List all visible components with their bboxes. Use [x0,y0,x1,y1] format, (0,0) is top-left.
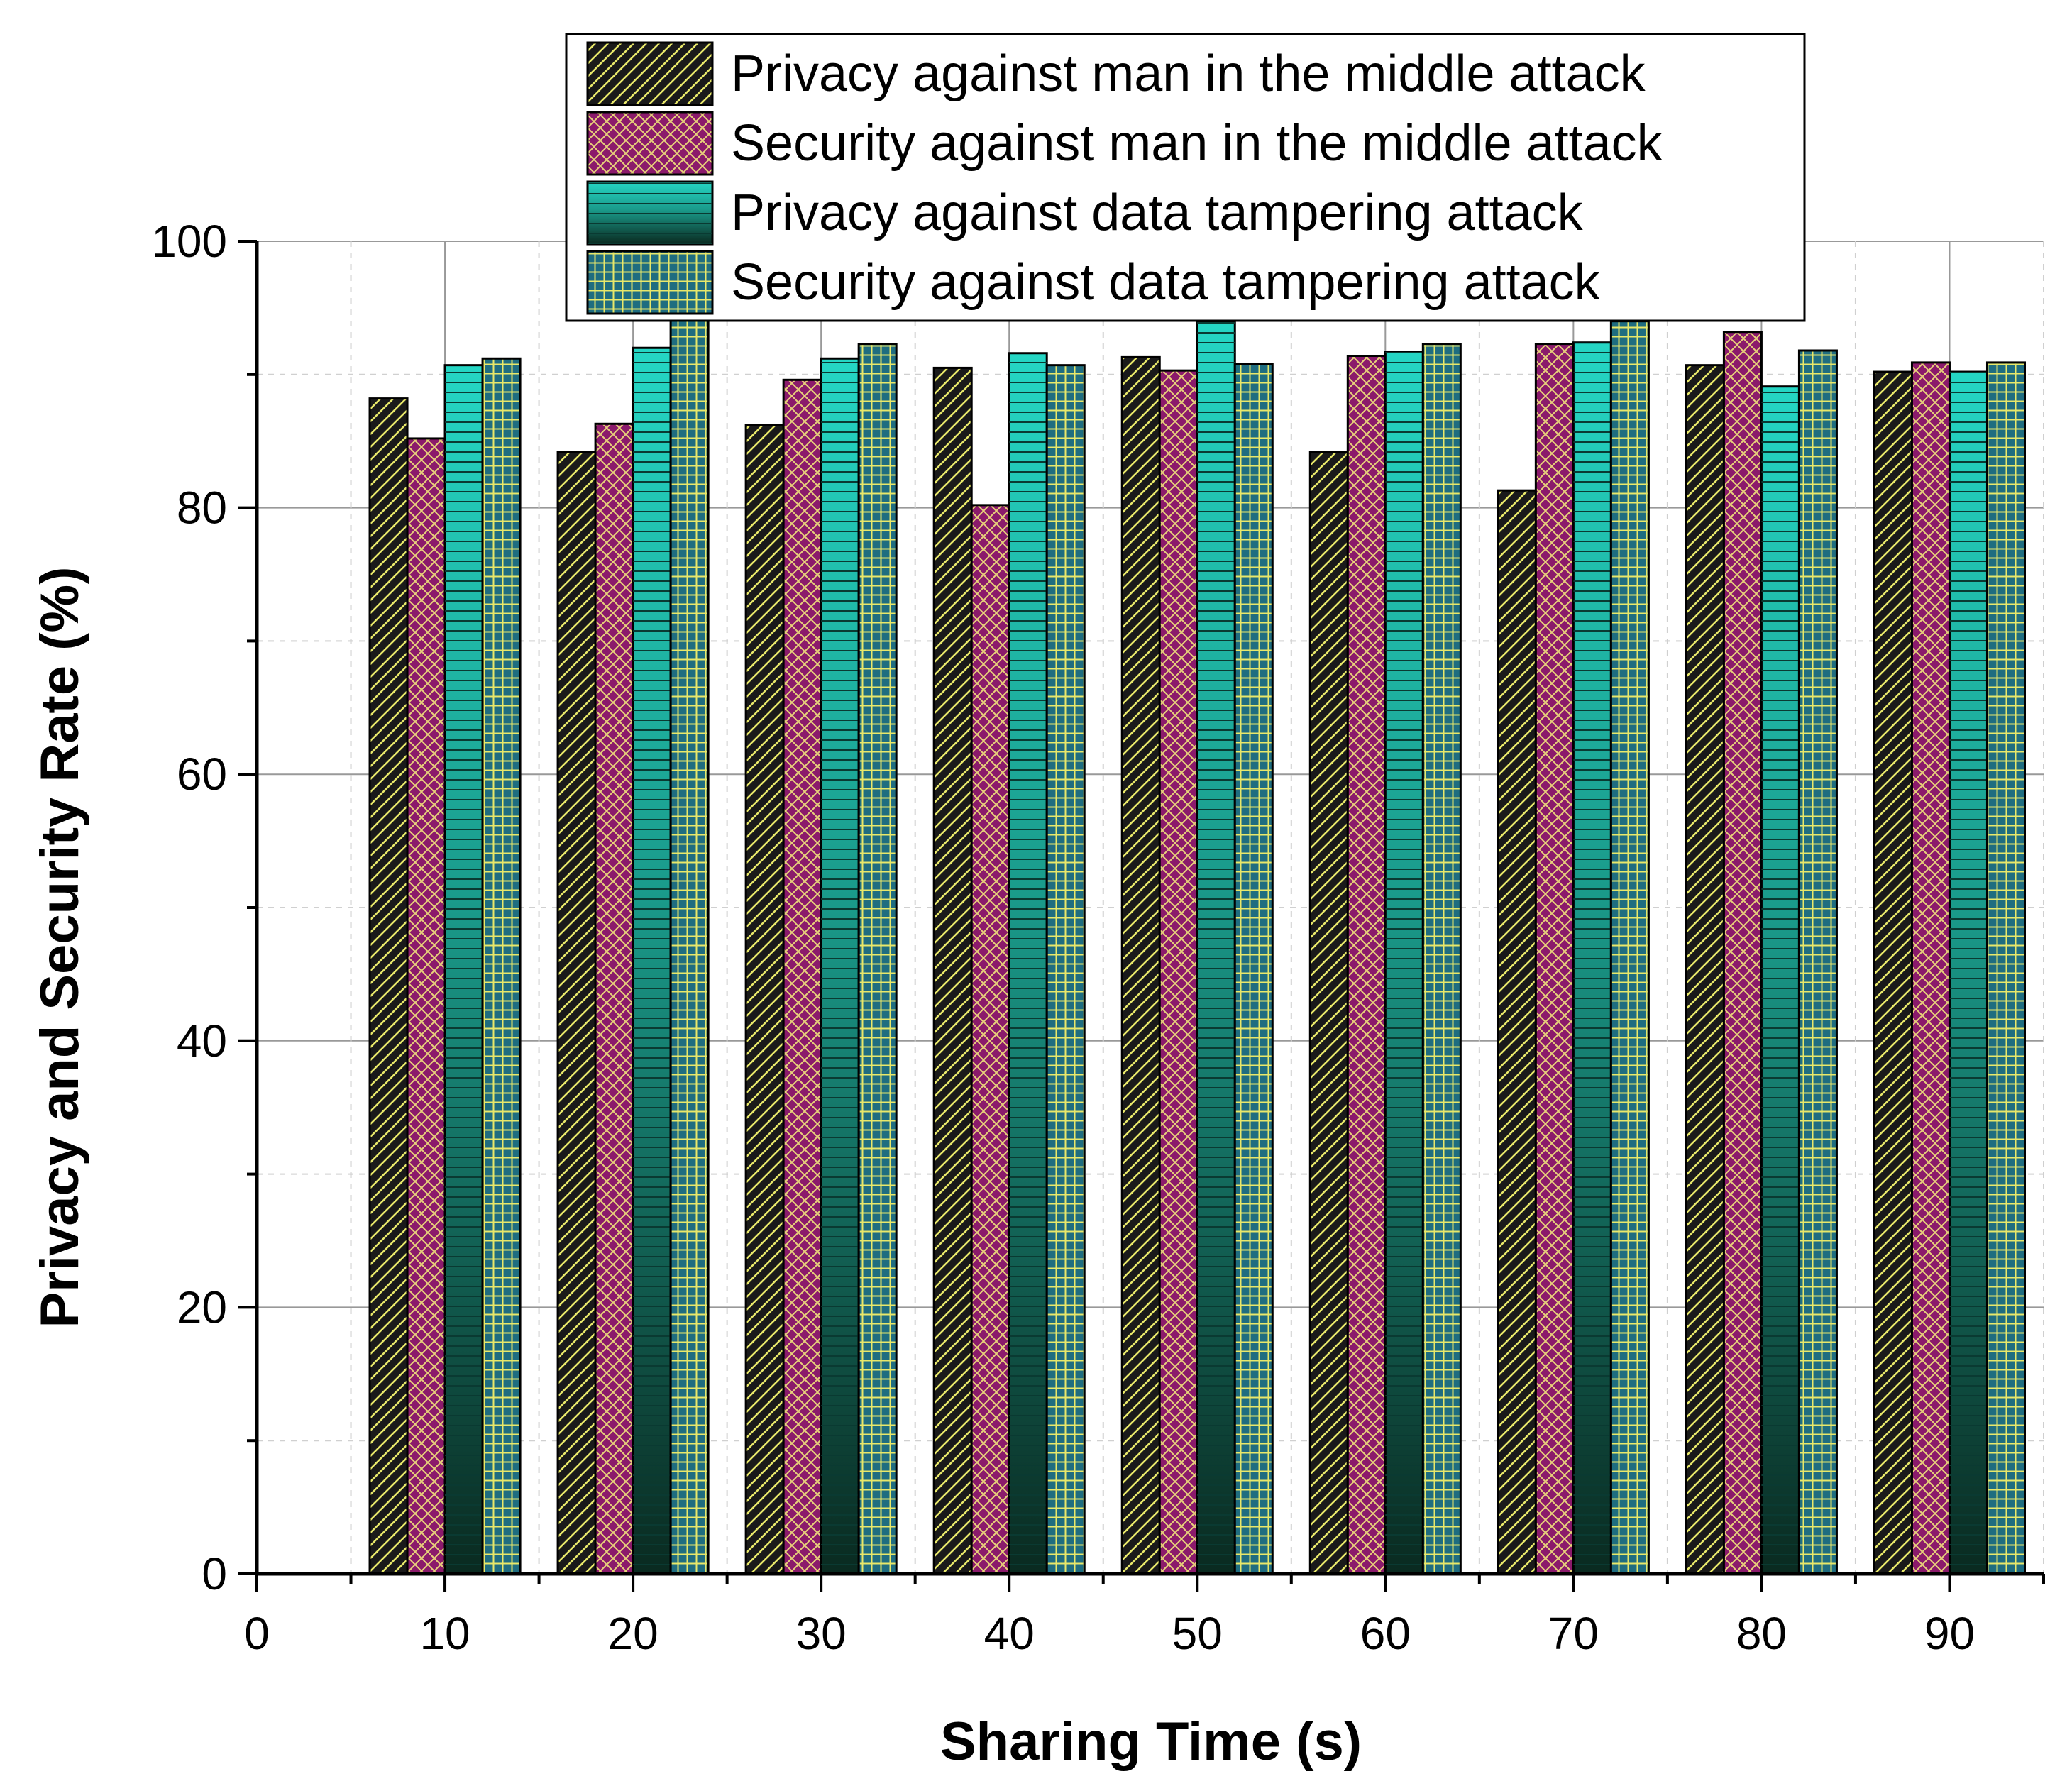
bar-series-4-x-80 [1797,349,1838,1575]
x-tick-label: 40 [984,1608,1035,1659]
bar-series-1-x-90 [1873,370,1913,1575]
bar-series-2-x-30 [782,378,822,1575]
bar-series-2-x-40 [970,504,1010,1575]
y-axis-ticks: 0 20 40 60 80 100 [151,216,257,1599]
x-axis-ticks: 0 10 20 30 40 50 60 70 80 90 [244,1574,2045,1659]
y-axis-title: Privacy and Security Rate (%) [30,567,90,1328]
y-tick-label: 60 [177,749,227,800]
x-tick-label: 80 [1736,1608,1787,1659]
bar-overlay-series-3-x-20 [633,348,671,1574]
legend-swatch-overlay-3 [588,182,712,244]
legend-label-2: Security against man in the middle attac… [731,115,1663,172]
bars-group [368,317,2026,1575]
bar-series-1-x-80 [1685,364,1725,1575]
bar-series-4-x-30 [857,343,898,1575]
legend-swatch-4 [586,250,714,315]
legend: Privacy against man in the middle attack… [565,33,1806,322]
bar-series-2-x-60 [1346,355,1387,1575]
y-tick-label: 40 [177,1015,227,1066]
bar-series-1-x-60 [1308,451,1349,1575]
legend-label-4: Security against data tampering attack [731,254,1601,311]
legend-box [565,33,1806,322]
bar-series-4-x-20 [669,317,710,1575]
x-tick-label: 50 [1172,1608,1223,1659]
bar-overlay-series-3-x-50 [1197,321,1235,1575]
bar-series-2-x-80 [1722,331,1763,1575]
bar-overlay-series-3-x-80 [1761,386,1800,1574]
x-tick-label: 0 [244,1608,270,1659]
y-tick-label: 80 [177,483,227,534]
bar-series-2-x-90 [1910,361,1951,1575]
bar-series-1-x-70 [1497,489,1537,1575]
bar-series-1-x-10 [368,397,409,1575]
bar-overlay-series-3-x-70 [1573,342,1611,1574]
bar-series-1-x-50 [1120,355,1161,1575]
bar-overlay-series-3-x-30 [821,358,859,1574]
bar-overlay-series-3-x-60 [1385,351,1423,1574]
x-tick-label: 10 [419,1608,470,1659]
bar-series-1-x-30 [744,424,785,1575]
x-tick-label: 90 [1924,1608,1975,1659]
bar-series-4-x-90 [1985,361,2026,1575]
legend-label-1: Privacy against man in the middle attack [731,45,1646,102]
bar-series-4-x-10 [481,357,522,1575]
bar-series-2-x-70 [1534,343,1575,1575]
x-tick-label: 30 [796,1608,847,1659]
x-tick-label: 60 [1360,1608,1411,1659]
bar-overlay-series-3-x-90 [1949,372,1988,1575]
bar-series-2-x-50 [1158,369,1198,1575]
y-tick-label: 20 [177,1281,227,1333]
legend-swatch-1 [586,41,714,106]
bar-overlay-series-3-x-10 [445,365,483,1574]
y-tick-label: 100 [151,216,227,267]
bar-series-1-x-40 [932,366,973,1575]
x-axis-title: Sharing Time (s) [940,1711,1362,1772]
bar-series-4-x-70 [1609,320,1650,1575]
x-tick-label: 70 [1548,1608,1599,1659]
bar-overlay-series-3-x-40 [1009,353,1047,1575]
bar-series-1-x-20 [556,451,597,1575]
x-tick-label: 20 [608,1608,658,1659]
bar-series-4-x-40 [1045,364,1086,1575]
legend-label-3: Privacy against data tampering attack [731,184,1584,241]
bar-series-2-x-10 [406,437,446,1575]
bar-series-4-x-50 [1233,363,1274,1575]
legend-swatch-2 [586,111,714,176]
bar-series-2-x-20 [594,422,634,1575]
bar-series-4-x-60 [1421,343,1462,1575]
y-tick-label: 0 [202,1548,227,1599]
